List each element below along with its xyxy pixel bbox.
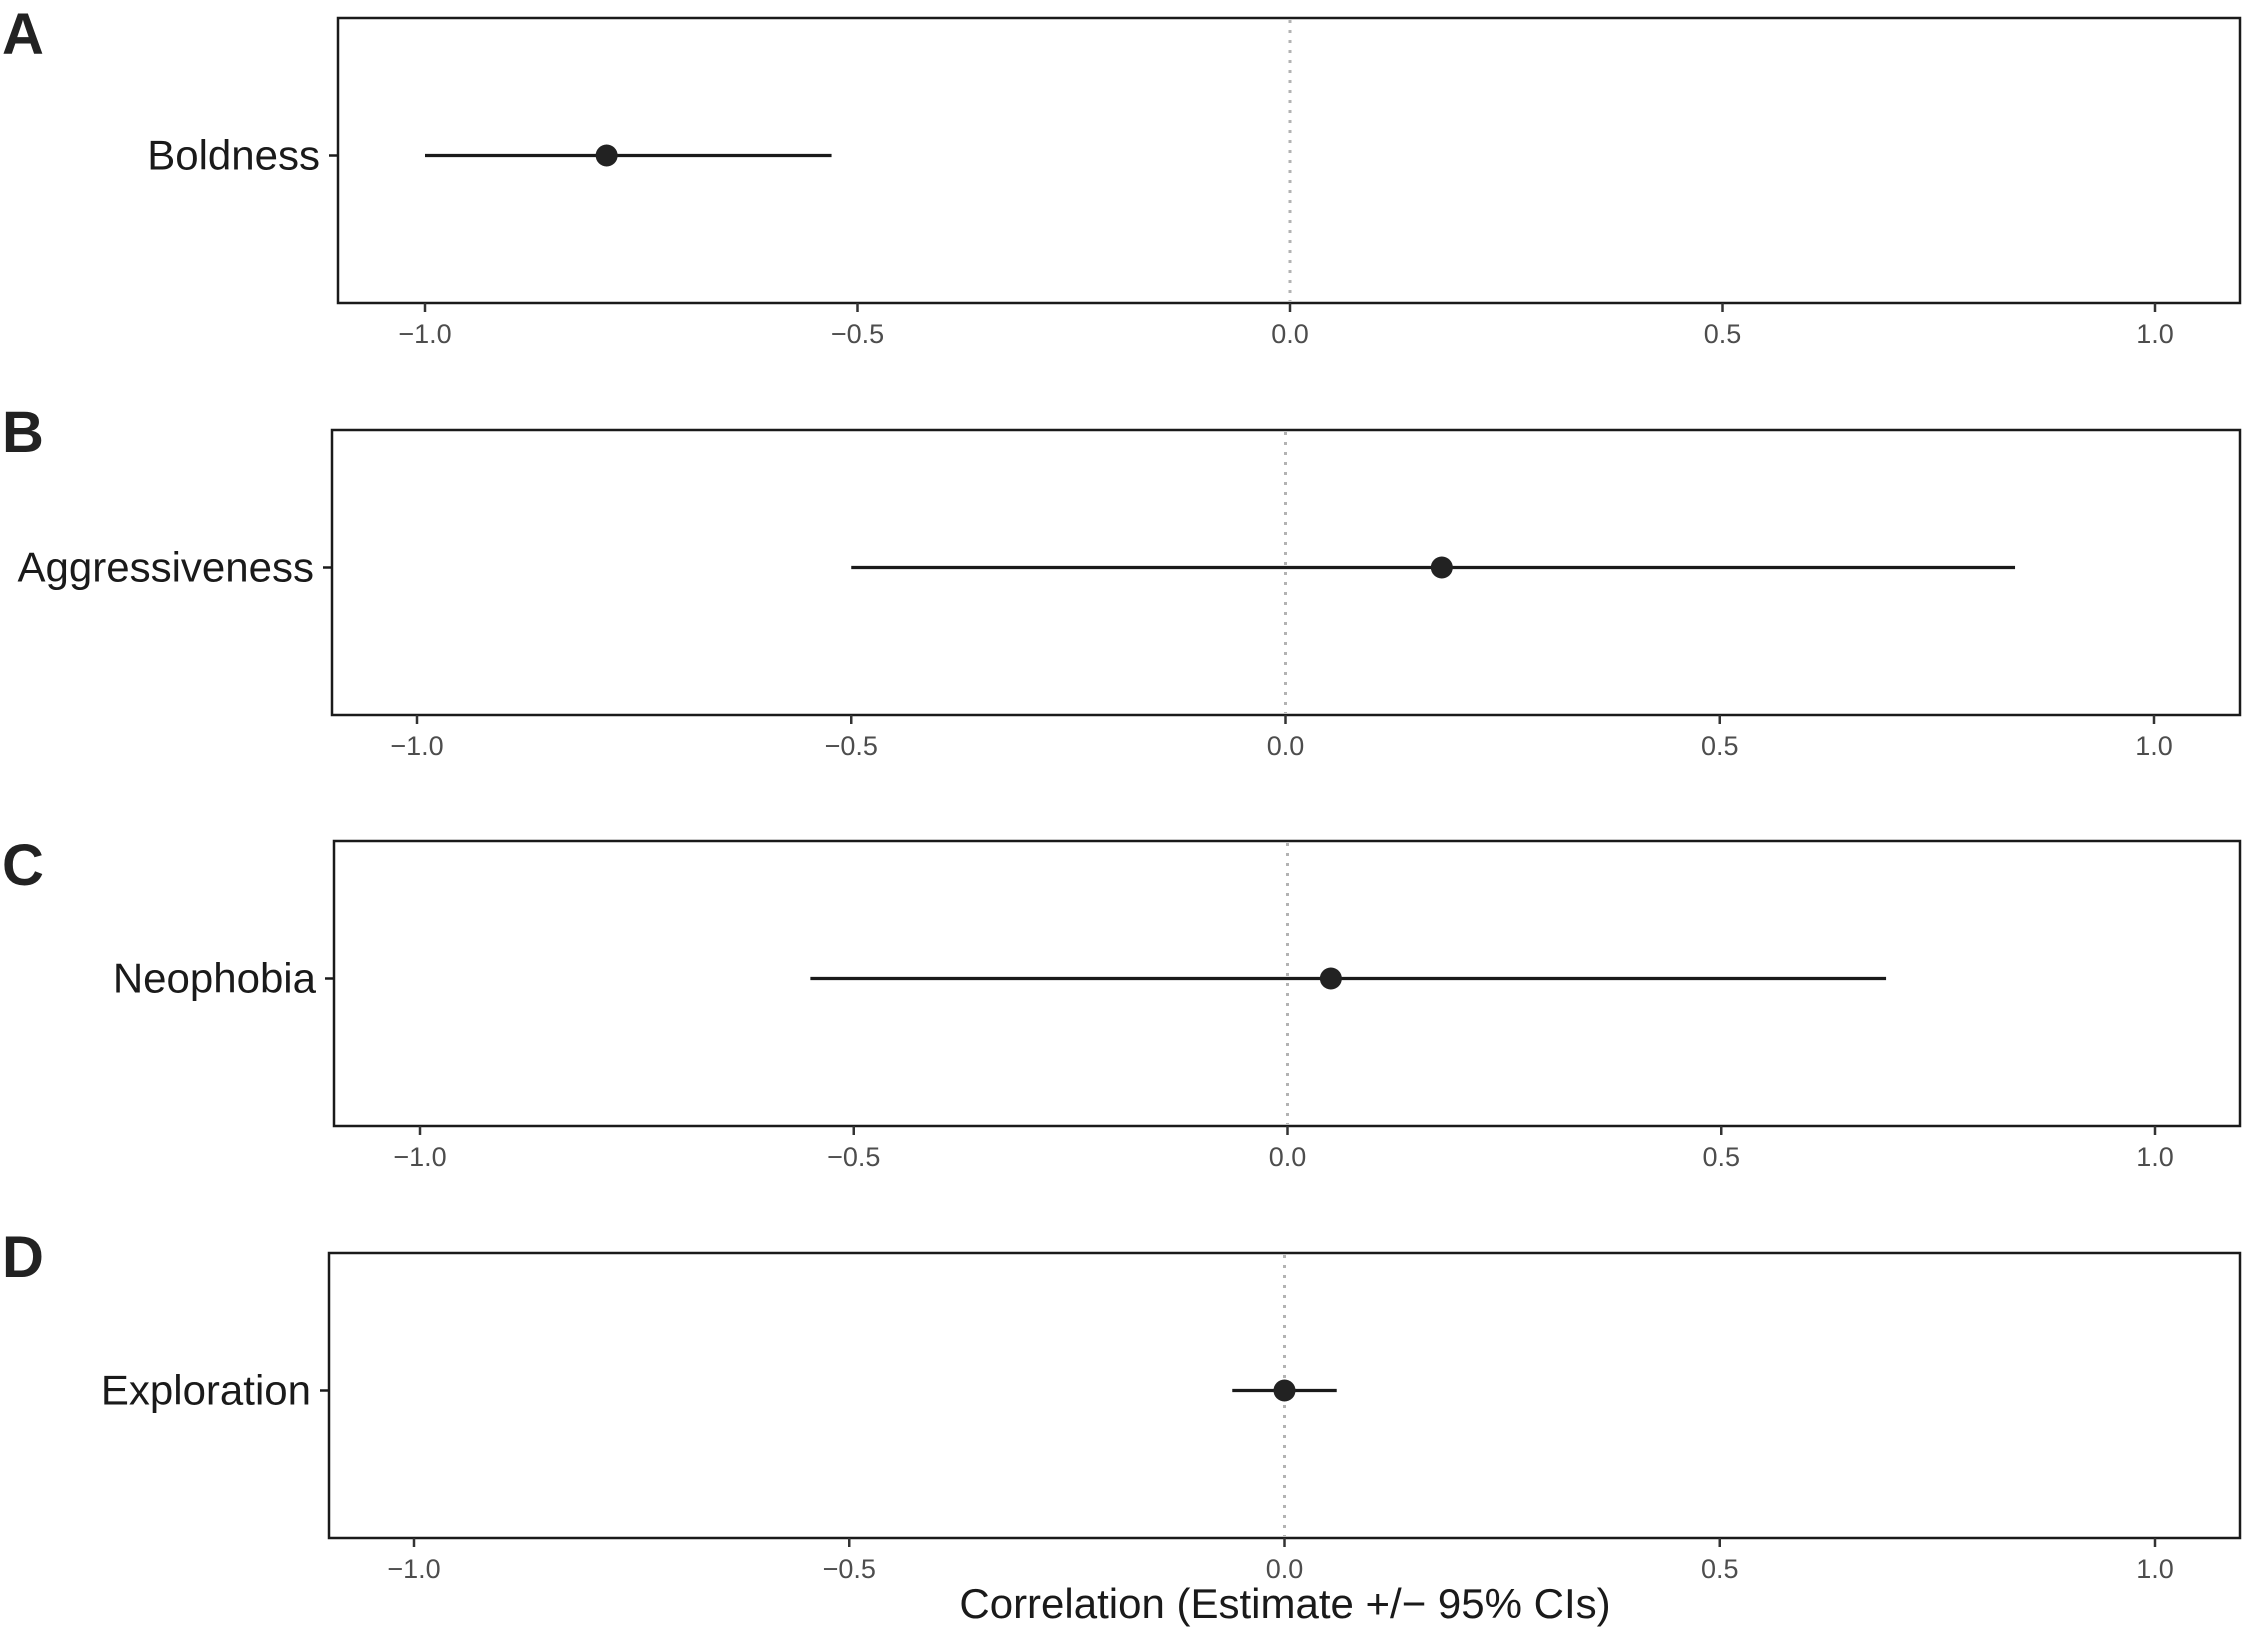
panel-b-x-tick-label: 0.5 xyxy=(1701,731,1739,761)
panel-d-estimate-point xyxy=(1273,1379,1296,1402)
panel-a-letter: A xyxy=(2,2,44,67)
panel-a-x-tick-label: 1.0 xyxy=(2136,319,2174,349)
panel-c-x-tick-label: 0.0 xyxy=(1269,1142,1307,1172)
panel-a-x-tick-label: −0.5 xyxy=(831,319,884,349)
panel-d-x-tick-label: 0.5 xyxy=(1701,1554,1739,1584)
panel-d-x-tick-label: −0.5 xyxy=(823,1554,876,1584)
panel-b-letter: B xyxy=(2,400,44,465)
panel-b-x-tick-label: 0.0 xyxy=(1267,731,1305,761)
x-axis-title: Correlation (Estimate +/− 95% CIs) xyxy=(959,1580,1610,1627)
panel-c-x-tick-label: −1.0 xyxy=(393,1142,446,1172)
panel-c-x-tick-label: 0.5 xyxy=(1702,1142,1740,1172)
panel-b-trait-label: Aggressiveness xyxy=(18,544,314,591)
panel-c-trait-label: Neophobia xyxy=(113,955,317,1002)
panel-d-trait-label: Exploration xyxy=(101,1367,311,1414)
panel-c-x-tick-label: 1.0 xyxy=(2136,1142,2174,1172)
panel-a-x-tick-label: 0.0 xyxy=(1271,319,1309,349)
panel-b-x-tick-label: −0.5 xyxy=(825,731,878,761)
panel-a-x-tick-label: −1.0 xyxy=(398,319,451,349)
panel-c-letter: C xyxy=(2,833,44,898)
panel-d-x-tick-label: −1.0 xyxy=(387,1554,440,1584)
panel-d-x-tick-label: 1.0 xyxy=(2136,1554,2174,1584)
panel-b-x-tick-label: 1.0 xyxy=(2135,731,2173,761)
panel-a-estimate-point xyxy=(595,144,618,167)
panel-c-estimate-point xyxy=(1319,967,1342,990)
panel-d-x-tick-label: 0.0 xyxy=(1266,1554,1304,1584)
panel-a-x-tick-label: 0.5 xyxy=(1704,319,1742,349)
panel-b-estimate-point xyxy=(1430,556,1453,579)
panel-d-letter: D xyxy=(2,1225,44,1290)
panel-c-x-tick-label: −0.5 xyxy=(827,1142,880,1172)
panel-b-x-tick-label: −1.0 xyxy=(390,731,443,761)
panel-a-trait-label: Boldness xyxy=(147,132,320,179)
